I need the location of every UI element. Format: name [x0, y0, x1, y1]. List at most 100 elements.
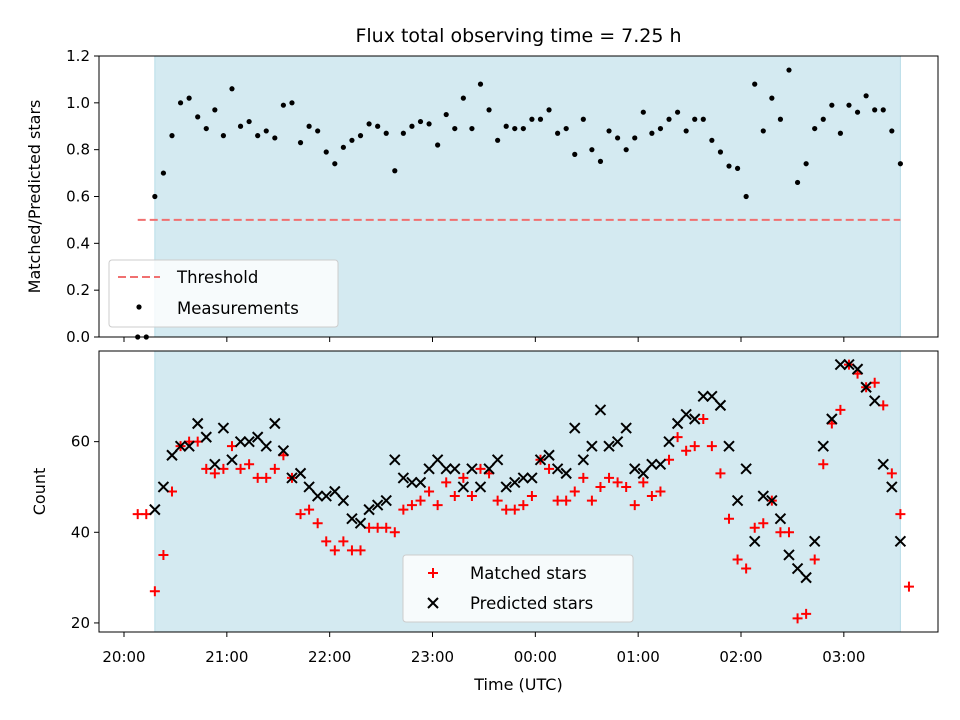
- matched-star-point: [424, 486, 435, 497]
- predicted-star-point: [183, 440, 195, 452]
- matched-star-point: [501, 504, 512, 515]
- predicted-star-point: [843, 358, 855, 371]
- matched-star-point: [389, 527, 400, 538]
- measurement-point: [220, 133, 227, 139]
- matched-star-point: [706, 441, 717, 452]
- predicted-star-point: [414, 476, 427, 489]
- measurement-point: [623, 147, 629, 153]
- predicted-star-point: [671, 417, 684, 430]
- predicted-star-point: [157, 481, 170, 493]
- predicted-star-point: [534, 454, 547, 466]
- measurement-point: [597, 158, 604, 164]
- measurement-point: [743, 193, 749, 200]
- matched-star-point: [372, 522, 383, 533]
- predicted-star-point: [723, 440, 735, 452]
- predicted-star-point: [354, 517, 367, 529]
- measurement-point: [760, 128, 766, 134]
- matched-star-point: [209, 468, 220, 479]
- predicted-star-point: [174, 440, 187, 452]
- measurement-point: [375, 123, 381, 129]
- matched-star-point: [629, 500, 640, 511]
- predicted-star-point: [191, 417, 204, 430]
- matched-star-point: [724, 513, 735, 524]
- y-tick-label: 60: [71, 433, 90, 451]
- predicted-star-point: [654, 458, 667, 471]
- measurement-point: [657, 125, 664, 132]
- predicted-star-point: [783, 549, 795, 561]
- measurement-point: [829, 102, 835, 108]
- matched-star-point: [475, 463, 486, 474]
- predicted-star-point: [397, 472, 410, 484]
- legend: Matched stars Predicted stars: [402, 554, 634, 623]
- predicted-star-point: [483, 463, 495, 475]
- measurement-point: [692, 116, 698, 122]
- predicted-star-point: [731, 494, 744, 507]
- measurement-point: [589, 147, 595, 153]
- measurement-point: [272, 135, 278, 141]
- matched-star-point: [441, 477, 452, 488]
- measurement-point: [769, 95, 775, 101]
- measurement-point: [195, 114, 201, 120]
- measurement-point: [897, 161, 903, 167]
- predicted-star-point: [320, 490, 332, 502]
- measurement-point: [854, 109, 861, 115]
- measurement-point: [315, 128, 321, 134]
- measurement-point: [555, 130, 561, 136]
- measurement-point: [366, 121, 372, 127]
- predicted-star-point: [860, 381, 872, 393]
- matched-star-point: [466, 491, 477, 502]
- measurement-point: [477, 81, 484, 87]
- matched-star-point: [518, 500, 529, 511]
- measurement-point: [889, 128, 895, 134]
- matched-star-point: [586, 495, 597, 506]
- measurement-point: [880, 107, 886, 113]
- measurement-point: [280, 102, 286, 108]
- matched-star-point: [552, 495, 563, 506]
- predicted-star-point: [808, 535, 821, 548]
- measurement-point: [606, 128, 612, 134]
- y-axis-label: Matched/Predicted stars: [25, 100, 44, 294]
- measurement-point: [846, 102, 852, 108]
- measurement-point: [152, 193, 158, 200]
- measurement-point: [546, 107, 552, 113]
- measurement-point: [486, 107, 492, 113]
- matched-star-point: [458, 472, 469, 483]
- matched-star-point: [312, 518, 323, 529]
- predicted-star-point: [329, 485, 341, 498]
- measurement-point: [203, 125, 209, 132]
- predicted-star-point: [303, 481, 315, 493]
- matched-star-point: [492, 495, 503, 506]
- x-tick-label: 21:00: [205, 648, 248, 666]
- predicted-star-point: [269, 417, 281, 430]
- predicted-star-point: [766, 494, 778, 507]
- matched-star-point: [269, 463, 280, 474]
- legend-measurement-label: Measurements: [177, 299, 299, 318]
- measurement-point: [186, 95, 192, 101]
- predicted-star-point: [680, 408, 692, 421]
- predicted-star-point: [491, 454, 504, 466]
- matched-star-point: [432, 500, 443, 511]
- y-tick-label: 1.2: [66, 47, 90, 65]
- predicted-star-point: [577, 454, 590, 466]
- predicted-star-point: [337, 494, 350, 507]
- measurement-point: [452, 125, 458, 132]
- matched-star-point: [415, 495, 426, 506]
- predicted-star-point: [294, 467, 307, 480]
- predicted-star-point: [406, 476, 418, 489]
- predicted-star-point: [851, 363, 864, 375]
- measurement-point: [700, 116, 706, 122]
- matched-star-point: [903, 581, 914, 592]
- measurement-point: [495, 137, 501, 143]
- matched-star-point: [655, 486, 666, 497]
- measurement-point: [709, 137, 715, 143]
- matched-star-point: [244, 459, 255, 470]
- predicted-star-point: [791, 562, 804, 575]
- measurement-point: [520, 125, 526, 132]
- measurement-point: [349, 137, 355, 143]
- predicted-star-point: [251, 431, 264, 443]
- y-tick-label: 20: [71, 614, 90, 632]
- matched-star-point: [689, 441, 700, 452]
- matched-star-point: [235, 463, 246, 474]
- measurement-point: [323, 149, 329, 155]
- predicted-star-point: [427, 597, 439, 609]
